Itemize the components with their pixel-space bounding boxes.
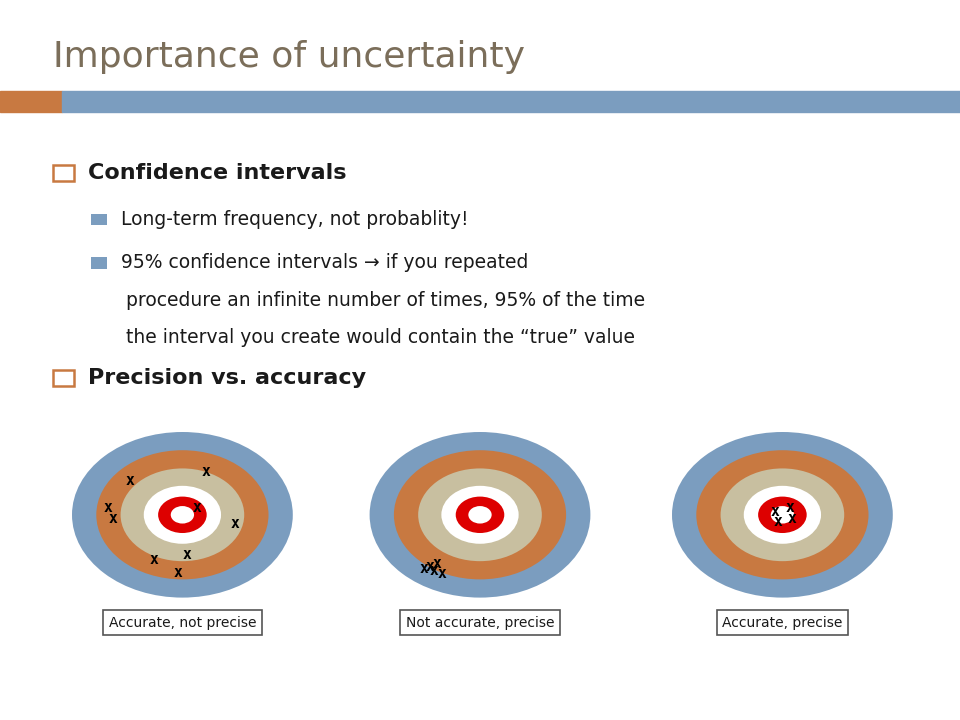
- Bar: [53, 165, 74, 181]
- Text: x: x: [429, 564, 439, 578]
- Text: Long-term frequency, not probablity!: Long-term frequency, not probablity!: [121, 210, 468, 229]
- Text: Precision vs. accuracy: Precision vs. accuracy: [88, 368, 367, 388]
- Text: Confidence intervals: Confidence intervals: [88, 163, 347, 183]
- Text: x: x: [149, 552, 158, 567]
- Circle shape: [370, 432, 590, 598]
- Circle shape: [771, 506, 794, 523]
- Circle shape: [456, 497, 504, 533]
- Text: x: x: [230, 516, 240, 531]
- Text: x: x: [432, 557, 442, 571]
- Circle shape: [419, 469, 541, 561]
- Text: x: x: [202, 464, 211, 479]
- Circle shape: [758, 497, 806, 533]
- Circle shape: [144, 486, 221, 544]
- Text: Not accurate, precise: Not accurate, precise: [406, 616, 554, 629]
- Bar: [91, 214, 107, 225]
- Text: x: x: [173, 565, 182, 580]
- Text: Importance of uncertainty: Importance of uncertainty: [53, 40, 525, 73]
- Circle shape: [672, 432, 893, 598]
- Text: the interval you create would contain the “true” value: the interval you create would contain th…: [126, 328, 635, 347]
- Text: x: x: [770, 504, 780, 518]
- Circle shape: [744, 486, 821, 544]
- Text: x: x: [785, 500, 795, 515]
- Circle shape: [121, 469, 244, 561]
- Bar: [53, 370, 74, 386]
- Text: x: x: [103, 500, 112, 515]
- Text: x: x: [425, 559, 435, 574]
- Circle shape: [721, 469, 844, 561]
- Text: Accurate, not precise: Accurate, not precise: [108, 616, 256, 629]
- Text: x: x: [787, 511, 797, 526]
- Text: x: x: [182, 547, 192, 562]
- Circle shape: [171, 506, 194, 523]
- Text: x: x: [773, 515, 782, 529]
- Circle shape: [96, 450, 269, 580]
- Circle shape: [394, 450, 566, 580]
- Text: x: x: [192, 500, 202, 515]
- Text: x: x: [108, 511, 118, 526]
- Text: Accurate, precise: Accurate, precise: [722, 616, 843, 629]
- Circle shape: [468, 506, 492, 523]
- Text: x: x: [437, 567, 446, 581]
- Bar: [0, 91, 62, 112]
- Text: x: x: [420, 562, 429, 576]
- Circle shape: [696, 450, 869, 580]
- Circle shape: [442, 486, 518, 544]
- Circle shape: [72, 432, 293, 598]
- Bar: [91, 257, 107, 269]
- Circle shape: [158, 497, 206, 533]
- Text: procedure an infinite number of times, 95% of the time: procedure an infinite number of times, 9…: [126, 291, 645, 310]
- Bar: [62, 91, 960, 112]
- Text: x: x: [125, 473, 134, 487]
- Text: 95% confidence intervals → if you repeated: 95% confidence intervals → if you repeat…: [121, 253, 528, 272]
